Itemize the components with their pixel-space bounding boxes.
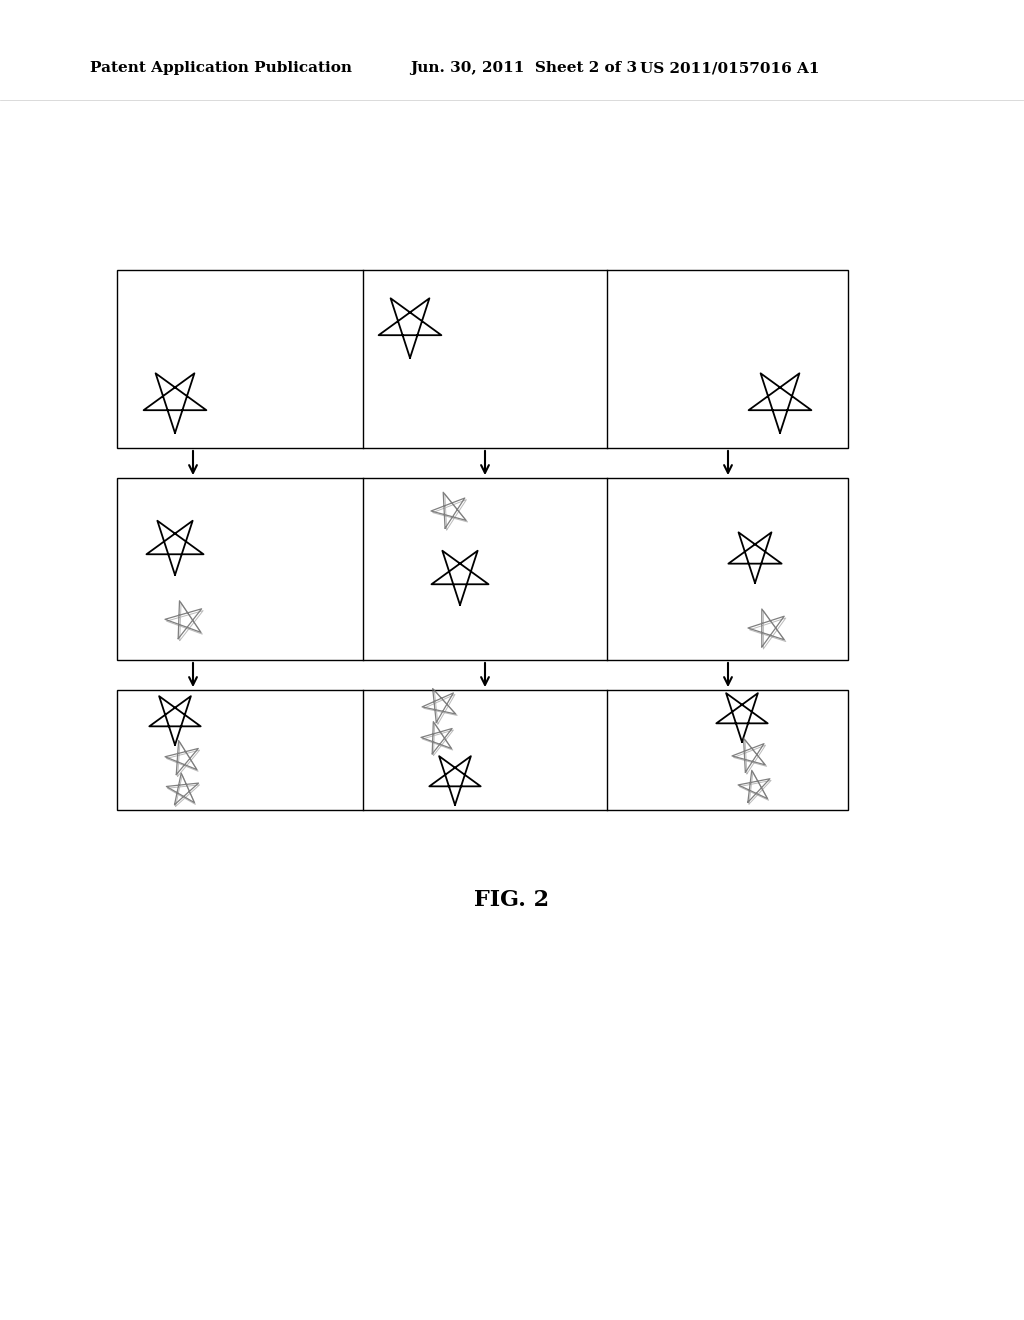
- Text: Jun. 30, 2011  Sheet 2 of 3: Jun. 30, 2011 Sheet 2 of 3: [410, 61, 637, 75]
- Bar: [117, 690, 848, 810]
- Text: Patent Application Publication: Patent Application Publication: [90, 61, 352, 75]
- Text: FIG. 2: FIG. 2: [474, 888, 550, 911]
- Text: US 2011/0157016 A1: US 2011/0157016 A1: [640, 61, 819, 75]
- Bar: [117, 271, 848, 447]
- Bar: [117, 478, 848, 660]
